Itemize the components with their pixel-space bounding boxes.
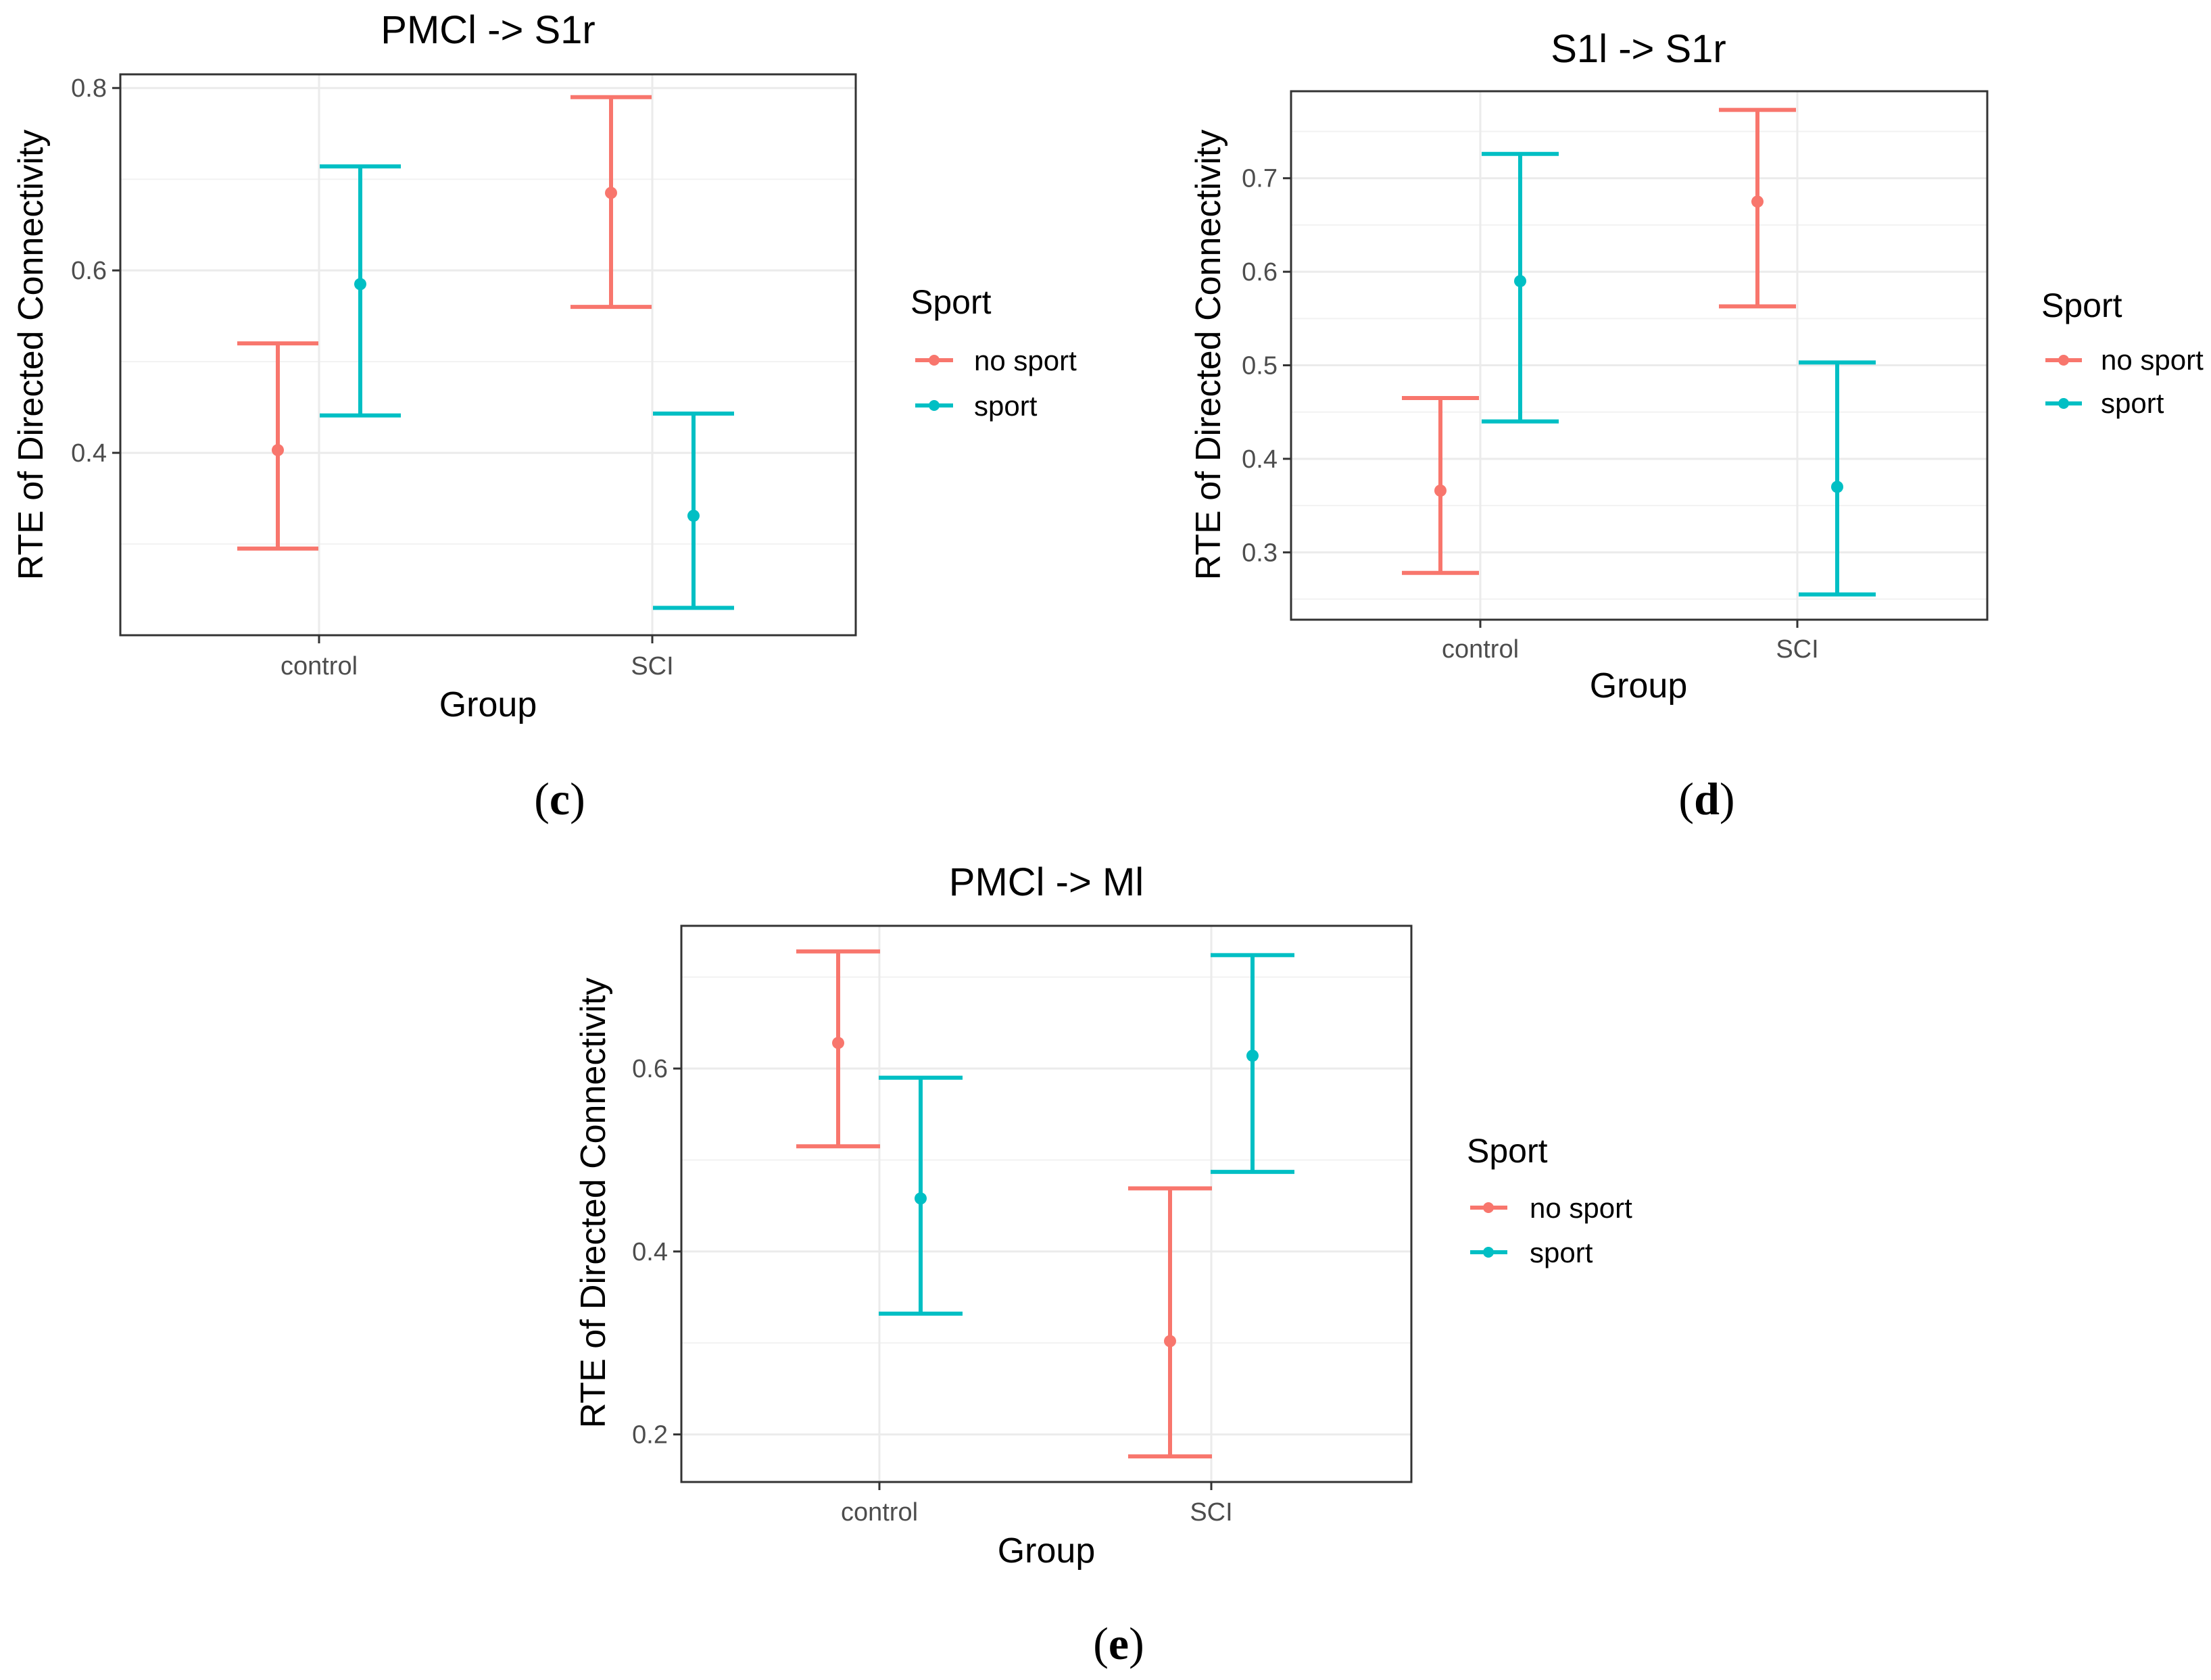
point-no-sport [1751, 195, 1764, 208]
point-sport [687, 510, 700, 522]
plot-border [680, 924, 1413, 1483]
point-sport [1514, 274, 1526, 287]
caption-letter: d [1694, 773, 1720, 824]
chart-title: PMCl -> S1r [381, 8, 595, 52]
x-ticks: control SCI [841, 1482, 1233, 1527]
y-tick-label: 0.6 [71, 257, 107, 285]
legend: Sport no sport sport [1467, 1132, 1632, 1268]
caption-open-paren: ( [1678, 773, 1694, 824]
plot-background [1291, 91, 1987, 620]
y-tick-label: 0.8 [71, 74, 107, 103]
legend-label-sport: sport [974, 390, 1038, 422]
grid [681, 926, 1411, 1482]
grid [1291, 91, 1987, 620]
y-axis-title: RTE of Directed Connectivity [11, 130, 51, 580]
panel-caption: (c) [534, 773, 585, 824]
x-tick-label: SCI [631, 652, 673, 681]
plot-background [120, 74, 856, 635]
legend: Sport no sport sport [2041, 287, 2204, 419]
x-tick-label: SCI [1776, 635, 1818, 664]
legend-label-sport: sport [1530, 1237, 1593, 1268]
point-sport [354, 278, 366, 291]
legend-label-no-sport: no sport [974, 345, 1077, 376]
caption-letter: e [1109, 1618, 1129, 1669]
chart-title: PMCl -> Ml [949, 860, 1144, 904]
legend-key-no-sport [2045, 355, 2082, 366]
point-no-sport [272, 444, 284, 457]
panel-caption: (d) [1678, 773, 1734, 824]
legend-label-no-sport: no sport [2101, 344, 2204, 376]
data-marks [237, 95, 734, 610]
x-tick-label: control [841, 1498, 918, 1527]
point-sport [1831, 480, 1843, 493]
y-axis-title: RTE of Directed Connectivity [1189, 130, 1228, 580]
y-tick-label: 0.4 [632, 1238, 668, 1266]
y-ticks: 0.4 0.6 0.8 [71, 74, 120, 468]
caption-close-paren: ) [570, 773, 585, 824]
plot-background [681, 926, 1411, 1482]
x-tick-label: SCI [1190, 1498, 1232, 1527]
caption-close-paren: ) [1720, 773, 1735, 824]
legend-label-sport: sport [2101, 387, 2164, 419]
y-tick-label: 0.6 [632, 1055, 668, 1083]
grid [120, 74, 856, 635]
x-ticks: control SCI [281, 635, 674, 681]
x-tick-label: control [1442, 635, 1519, 664]
y-tick-label: 0.7 [1242, 165, 1278, 193]
legend-key-no-sport [1470, 1202, 1507, 1213]
caption-open-paren: ( [1093, 1618, 1109, 1669]
point-no-sport [1164, 1335, 1176, 1348]
legend: Sport no sport sport [910, 283, 1077, 422]
panel-c: PMCl -> S1r 0.4 0.6 0.8 control SCI RTE of … [11, 8, 1077, 824]
legend-label-no-sport: no sport [1530, 1192, 1632, 1224]
y-tick-label: 0.6 [1242, 258, 1278, 287]
x-axis-title: Group [439, 685, 537, 724]
y-tick-label: 0.4 [1242, 445, 1278, 474]
legend-key-sport [2045, 398, 2082, 409]
point-sport [915, 1192, 927, 1205]
x-axis-title: Group [1590, 666, 1688, 706]
caption-letter: c [550, 773, 570, 824]
data-marks [796, 949, 1294, 1459]
legend-key-sport [1470, 1247, 1507, 1258]
y-tick-label: 0.2 [632, 1421, 668, 1450]
panel-d: S1l -> S1r 0.3 0.4 0.5 0.6 0.7 control SCI RT… [1189, 27, 2204, 824]
legend-title: Sport [910, 283, 992, 321]
chart-title: S1l -> S1r [1551, 27, 1726, 71]
legend-title: Sport [2041, 287, 2122, 324]
y-tick-label: 0.4 [71, 439, 107, 468]
legend-key-sport [915, 400, 953, 411]
y-ticks: 0.3 0.4 0.5 0.6 0.7 [1242, 165, 1291, 567]
x-ticks: control SCI [1442, 620, 1819, 664]
panel-caption: (e) [1093, 1618, 1144, 1669]
plot-border [1290, 90, 1989, 621]
y-tick-label: 0.5 [1242, 352, 1278, 380]
legend-title: Sport [1467, 1132, 1548, 1170]
x-axis-title: Group [998, 1531, 1096, 1571]
y-ticks: 0.2 0.4 0.6 [632, 1055, 681, 1450]
point-no-sport [605, 187, 617, 199]
plot-border [119, 73, 857, 637]
panel-e: PMCl -> Ml 0.2 0.4 0.6 control SCI RTE of D… [574, 860, 1632, 1669]
point-no-sport [1434, 484, 1447, 497]
caption-close-paren: ) [1129, 1618, 1144, 1669]
y-axis-title: RTE of Directed Connectivity [574, 978, 613, 1429]
y-tick-label: 0.3 [1242, 539, 1278, 567]
x-tick-label: control [281, 652, 358, 681]
caption-open-paren: ( [534, 773, 550, 824]
point-no-sport [832, 1037, 844, 1049]
data-marks [1402, 107, 1876, 597]
legend-key-no-sport [915, 355, 953, 366]
point-sport [1246, 1049, 1259, 1062]
